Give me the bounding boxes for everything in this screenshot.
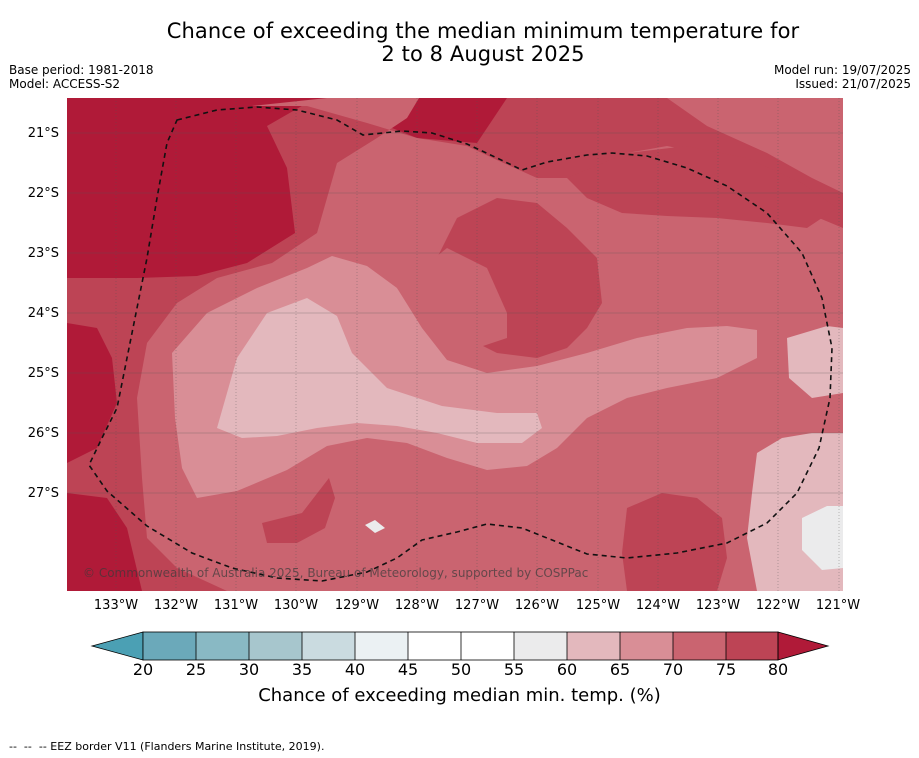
colorbar-tick-35: 35 xyxy=(291,660,313,679)
colorbar-tick-20: 20 xyxy=(132,660,154,679)
colorbar-label: Chance of exceeding median min. temp. (%… xyxy=(258,685,661,706)
band-75-80-upper-band xyxy=(567,146,837,228)
map-title-line-1: Chance of exceeding the median minimum t… xyxy=(166,19,800,43)
colorbar-bin-30-35 xyxy=(249,632,302,660)
lon-gridlines xyxy=(115,98,840,591)
lon-label-132w: 132°W xyxy=(153,598,199,613)
band-over80-north-west xyxy=(67,98,507,278)
band-70-75-north-east xyxy=(667,98,843,193)
colorbar-tick-25: 25 xyxy=(185,660,207,679)
colorbar-bin-45-50 xyxy=(408,632,461,660)
lon-label-123w: 123°W xyxy=(695,598,741,613)
lon-label-128w: 128°W xyxy=(394,598,440,613)
band-60-65-main xyxy=(217,298,542,443)
lon-label-125w: 125°W xyxy=(575,598,621,613)
lon-label-130w: 130°W xyxy=(273,598,319,613)
band-over80-south-west xyxy=(67,493,142,591)
meta-right: Model run: 19/07/2025 Issued: 21/07/2025 xyxy=(774,63,911,91)
base-period-text: Base period: 1981-2018 xyxy=(9,63,154,77)
colorbar-tick-80: 80 xyxy=(767,660,789,679)
colorbar-tick-60: 60 xyxy=(556,660,578,679)
lat-label-25s: 25°S xyxy=(27,366,59,381)
model-text: Model: ACCESS-S2 xyxy=(9,77,121,91)
band-over80-west xyxy=(67,323,117,463)
band-60-65-east-edge xyxy=(787,326,843,398)
colorbar-bin-35-40 xyxy=(302,632,355,660)
lon-label-124w: 124°W xyxy=(635,598,681,613)
band-55-60-spot xyxy=(365,520,385,533)
lat-label-26s: 26°S xyxy=(27,426,59,441)
eez-border xyxy=(88,106,833,582)
colorbar-bin-65-70 xyxy=(620,632,673,660)
lon-label-127w: 127°W xyxy=(454,598,500,613)
band-75-80-south-blob xyxy=(262,478,335,543)
colorbar-bin-75-80 xyxy=(726,632,778,660)
colorbar-over-arrow xyxy=(777,631,830,661)
lon-label-129w: 129°W xyxy=(334,598,380,613)
colorbar-tick-30: 30 xyxy=(238,660,260,679)
lon-label-122w: 122°W xyxy=(755,598,801,613)
colorbar-tick-45: 45 xyxy=(397,660,419,679)
lat-label-22s: 22°S xyxy=(27,186,59,201)
colorbar-tick-40: 40 xyxy=(344,660,366,679)
probability-map: © Commonwealth of Australia 2025, Bureau… xyxy=(67,98,843,591)
band-70-75-notch xyxy=(397,248,507,348)
meta-left: Base period: 1981-2018 Model: ACCESS-S2 xyxy=(9,63,154,91)
lat-label-27s: 27°S xyxy=(27,486,59,501)
issued-text: Issued: 21/07/2025 xyxy=(795,77,911,91)
colorbar-tick-55: 55 xyxy=(503,660,525,679)
copyright-text: © Commonwealth of Australia 2025, Bureau… xyxy=(83,566,588,580)
lat-gridlines xyxy=(67,132,843,494)
colorbar-bin-60-65 xyxy=(567,632,620,660)
colorbar-tick-70: 70 xyxy=(662,660,684,679)
lat-label-24s: 24°S xyxy=(27,306,59,321)
eez-legend-footer: -- -- -- EEZ border V11 (Flanders Marine… xyxy=(9,740,325,753)
colorbar-tick-50: 50 xyxy=(450,660,472,679)
band-75-80-south-east xyxy=(622,493,727,591)
colorbar-under-arrow xyxy=(90,631,144,661)
colorbar-bin-55-60 xyxy=(514,632,567,660)
colorbar-bin-70-75 xyxy=(673,632,726,660)
lon-label-126w: 126°W xyxy=(514,598,560,613)
lat-label-21s: 21°S xyxy=(27,126,59,141)
model-run-text: Model run: 19/07/2025 xyxy=(773,63,911,77)
colorbar-tick-65: 65 xyxy=(609,660,631,679)
colorbar xyxy=(90,631,830,661)
lon-label-133w: 133°W xyxy=(93,598,139,613)
lon-label-121w: 121°W xyxy=(815,598,861,613)
lon-label-131w: 131°W xyxy=(213,598,259,613)
colorbar-bin-40-45 xyxy=(355,632,408,660)
colorbar-bin-20-25 xyxy=(143,632,196,660)
lat-label-23s: 23°S xyxy=(27,246,59,261)
colorbar-bin-50-55 xyxy=(461,632,514,660)
colorbar-bin-25-30 xyxy=(196,632,249,660)
band-55-60 xyxy=(802,506,843,570)
colorbar-tick-75: 75 xyxy=(715,660,737,679)
map-title-line-2: 2 to 8 August 2025 xyxy=(381,42,585,66)
